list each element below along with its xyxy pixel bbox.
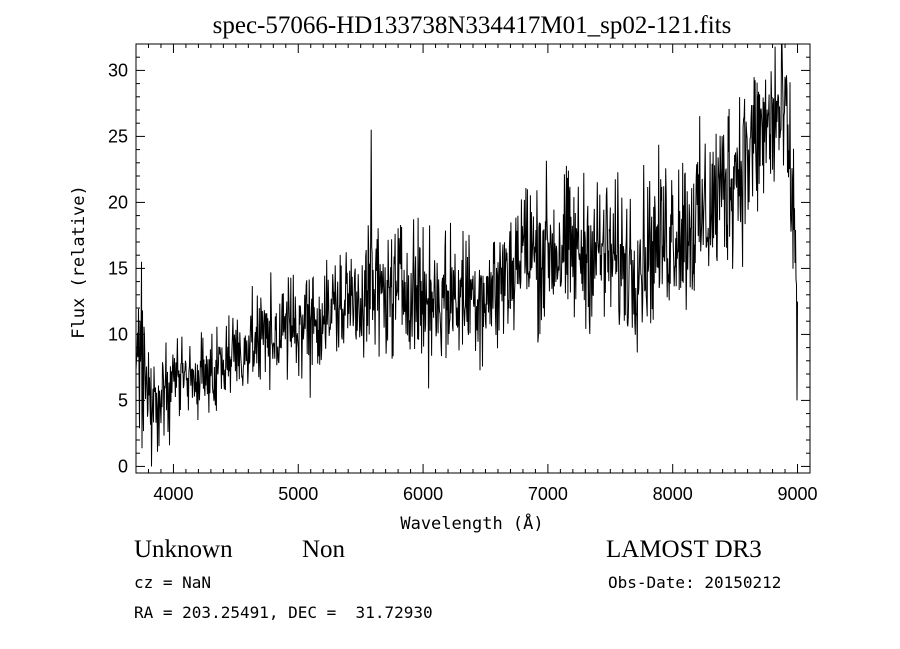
chart-title: spec-57066-HD133738N334417M01_sp02-121.f… [213,12,732,39]
y-tick-label: 0 [118,456,128,476]
redshift-value: cz = NaN [134,573,212,592]
x-axis-label: Wavelength (Å) [400,512,543,534]
x-axis: 4000 5000 6000 7000 8000 9000 [135,44,818,504]
y-axis: 0 5 10 15 20 25 30 [108,43,810,476]
spectrum-series [135,43,798,467]
observation-date: Obs-Date: 20150212 [608,573,782,592]
x-tick-label: 4000 [153,484,193,504]
y-tick-label: 10 [108,324,128,344]
coordinates: RA = 203.25491, DEC = 31.72930 [134,603,433,622]
y-tick-label: 30 [108,60,128,80]
x-tick-label: 9000 [777,484,817,504]
x-tick-label: 5000 [278,484,318,504]
y-tick-label: 5 [118,390,128,410]
object-class: Unknown [134,536,233,563]
spectrum-line [135,43,798,467]
y-tick-label: 20 [108,192,128,212]
y-tick-label: 15 [108,258,128,278]
x-tick-label: 7000 [528,484,568,504]
y-tick-label: 25 [108,126,128,146]
survey-name: LAMOST DR3 [606,536,762,563]
x-tick-label: 8000 [653,484,693,504]
object-subclass: Non [302,536,346,563]
y-axis-label: Flux (relative) [69,185,89,339]
x-tick-label: 6000 [403,484,443,504]
